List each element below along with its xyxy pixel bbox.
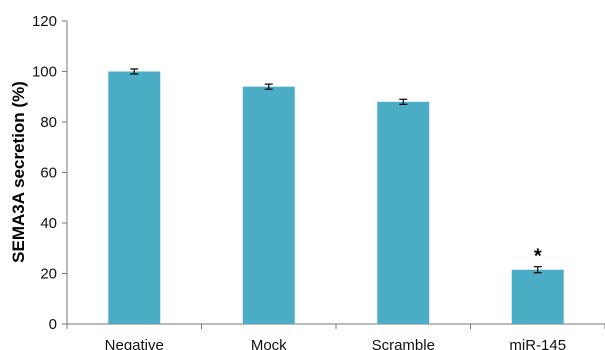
bar-negative: [108, 71, 161, 324]
y-axis-title: SEMA3A secretion (%): [9, 81, 28, 263]
annotations: *: [534, 246, 542, 268]
y-tick-label: 20: [40, 266, 57, 283]
y-tick-label: 120: [32, 13, 57, 30]
y-tick-label: 100: [32, 64, 57, 81]
bar-mock: [242, 86, 295, 325]
y-tick-label: 80: [40, 114, 57, 131]
bars: [108, 71, 564, 325]
y-tick-label: 40: [40, 215, 57, 232]
significance-asterisk: *: [534, 246, 542, 268]
bar-mir-145: [511, 269, 564, 324]
x-tick-label: Scramble: [372, 337, 435, 350]
y-tick-label: 60: [40, 165, 57, 182]
x-tick-label: Mock: [251, 337, 287, 350]
x-axis: Negative Mock Scramble miR-145: [66, 323, 605, 350]
y-tick-label: 0: [49, 316, 57, 333]
x-tick-label: miR-145: [509, 337, 566, 350]
bar-scramble: [377, 101, 430, 324]
x-tick-label: Negative: [105, 337, 164, 350]
error-bars: [130, 68, 542, 274]
y-axis: 0 20 40 60 80 100 120: [32, 13, 68, 333]
